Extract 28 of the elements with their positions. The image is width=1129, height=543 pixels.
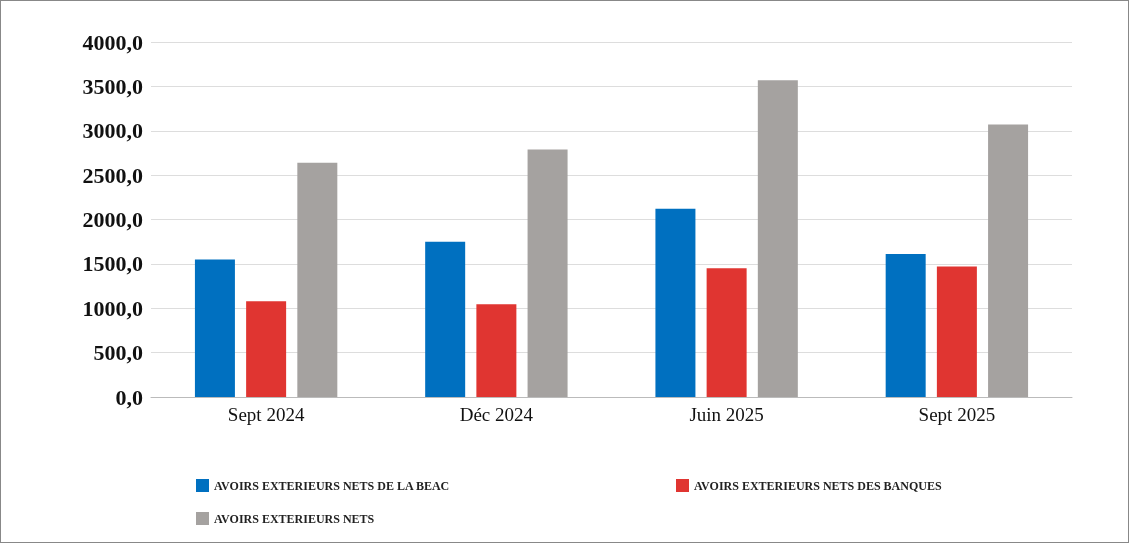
bar <box>655 208 696 397</box>
y-tick-label: 3500,0 <box>82 73 143 99</box>
legend-label: AVOIRS EXTERIEURS NETS <box>214 511 375 526</box>
legend-label: AVOIRS EXTERIEURS NETS DES BANQUES <box>694 478 942 493</box>
bar <box>757 80 798 397</box>
bar <box>194 259 235 397</box>
y-tick-label: 1500,0 <box>82 251 143 277</box>
legend-label: AVOIRS EXTERIEURS NETS DE LA BEAC <box>214 478 450 493</box>
y-tick-label: 0,0 <box>115 384 143 410</box>
bar <box>885 254 926 397</box>
y-tick-label: 3000,0 <box>82 118 143 144</box>
bar <box>936 266 977 397</box>
bar <box>297 162 338 397</box>
bar <box>706 268 747 397</box>
y-tick-label: 2500,0 <box>82 162 143 188</box>
x-tick-label: Sept 2024 <box>227 404 305 425</box>
y-tick-label: 4000,0 <box>82 29 143 55</box>
y-tick-label: 500,0 <box>93 340 143 366</box>
bar <box>527 149 568 397</box>
x-tick-label: Juin 2025 <box>689 404 764 425</box>
bar <box>425 241 466 397</box>
x-tick-label: Sept 2025 <box>918 404 996 425</box>
x-tick-label: Déc 2024 <box>459 404 534 425</box>
y-tick-label: 1000,0 <box>82 295 143 321</box>
bar <box>246 301 287 397</box>
y-tick-label: 2000,0 <box>82 207 143 232</box>
bar <box>988 124 1029 397</box>
bar <box>476 304 517 397</box>
